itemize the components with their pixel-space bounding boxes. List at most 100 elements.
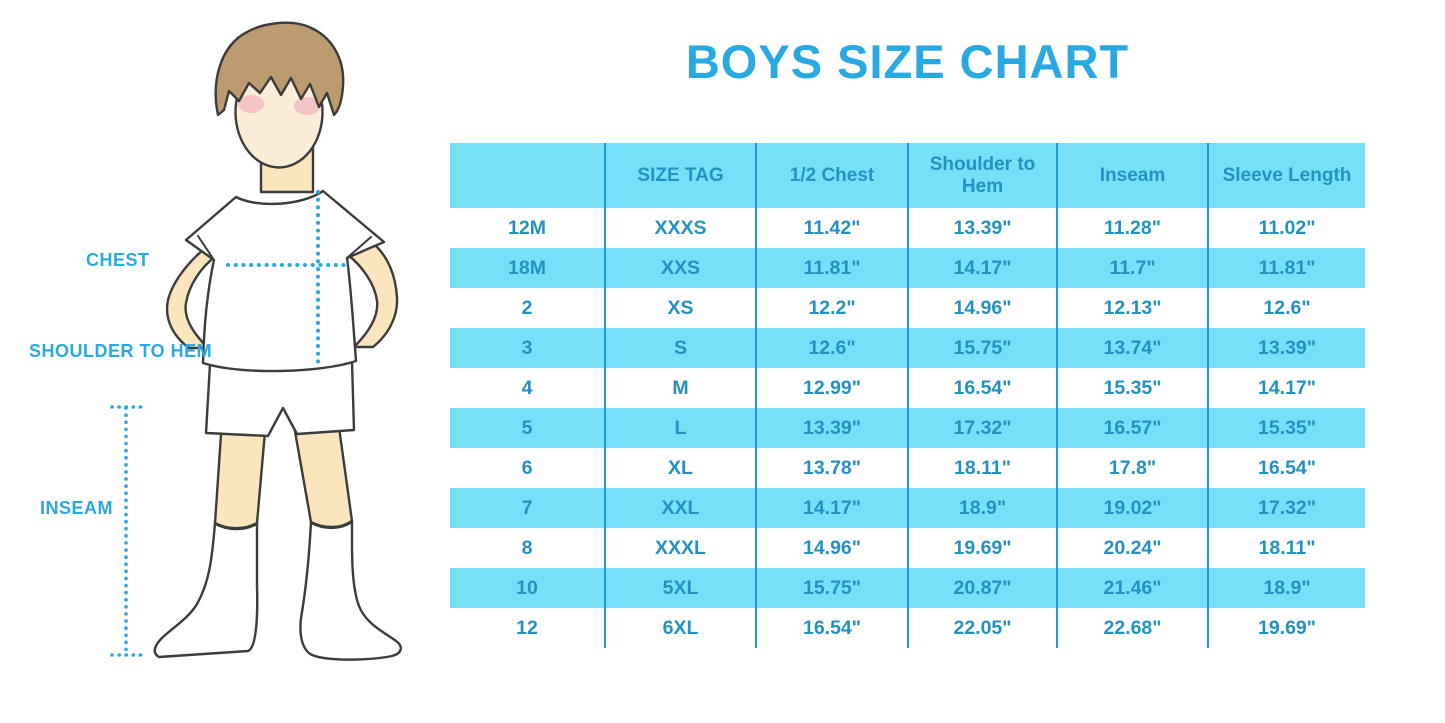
header-cell-half-chest: 1/2 Chest — [755, 143, 907, 208]
table-cell: L — [604, 408, 755, 448]
table-row: 6 XL 13.78" 18.11" 17.8" 16.54" — [450, 448, 1365, 488]
boy-illustration — [110, 21, 402, 661]
table-cell: 21.46" — [1056, 568, 1207, 608]
table-cell: M — [604, 368, 755, 408]
table-cell: XXXL — [604, 528, 755, 568]
age-size-cell: 18M — [450, 248, 604, 288]
table-cell: 18.11" — [1207, 528, 1365, 568]
table-header-row: SIZE TAG 1/2 Chest Shoulder to Hem Insea… — [450, 143, 1365, 208]
chest-label: CHEST — [86, 250, 150, 270]
boy-sock-left — [153, 521, 259, 659]
table-row: 3 S 12.6" 15.75" 13.74" 13.39" — [450, 328, 1365, 368]
age-size-cell: 12M — [508, 216, 546, 239]
boy-sleeve-seam-left — [197, 235, 215, 261]
table-cell: 16.54" — [755, 608, 907, 648]
header-cell-size-tag: SIZE TAG — [604, 143, 755, 208]
table-cell: 15.35" — [1207, 408, 1365, 448]
table-row: 12M XXXS 11.42" 13.39" 11.28" 11.02" — [450, 208, 1365, 248]
table-row: 7 XXL 14.17" 18.9" 19.02" 17.32" — [450, 488, 1365, 528]
age-size-cell: 4 — [521, 376, 533, 399]
table-cell: XXL — [604, 488, 755, 528]
table-cell: 14.96" — [907, 288, 1056, 328]
table-cell: 13.39" — [755, 408, 907, 448]
boy-sleeve-seam-right — [346, 236, 372, 259]
page-title: BOYS SIZE CHART — [685, 35, 1130, 88]
boy-sock-cuff-left — [214, 523, 258, 531]
table-cell: 5XL — [604, 568, 755, 608]
table-cell: 18.9" — [907, 488, 1056, 528]
table-cell: 19.69" — [1207, 608, 1365, 648]
table-cell: 11.7" — [1056, 248, 1207, 288]
table-cell: 11.81" — [1207, 248, 1365, 288]
header-cell-shoulder-to-hem: Shoulder to Hem — [907, 143, 1056, 208]
table-cell: 14.17" — [907, 248, 1056, 288]
size-table: SIZE TAG 1/2 Chest Shoulder to Hem Insea… — [450, 143, 1365, 648]
table-row: 18M XXS 11.81" 14.17" 11.7" 11.81" — [450, 248, 1365, 288]
boy-sock-right — [299, 519, 402, 661]
table-cell: 13.78" — [755, 448, 907, 488]
table-cell: 13.39" — [907, 208, 1056, 248]
age-size-cell: 6 — [521, 456, 533, 479]
inseam-label: INSEAM — [40, 498, 114, 518]
table-cell: XXS — [604, 248, 755, 288]
boy-arm-right — [346, 239, 399, 349]
table-cell: 12.99" — [755, 368, 907, 408]
table-cell: 12.6" — [755, 328, 907, 368]
table-cell: 11.28" — [1056, 208, 1207, 248]
table-cell: XXXS — [604, 208, 755, 248]
boy-cheek-right — [294, 97, 320, 115]
boy-cheek-left — [238, 95, 264, 113]
table-cell: 14.17" — [1207, 368, 1365, 408]
size-table-body: 12M XXXS 11.42" 13.39" 11.28" 11.02" 18M XXS 11.… — [450, 208, 1365, 648]
table-cell: 17.32" — [907, 408, 1056, 448]
age-size-cell: 10 — [450, 568, 604, 608]
table-cell: 15.35" — [1056, 368, 1207, 408]
table-row: 12 6XL 16.54" 22.05" 22.68" 19.69" — [450, 608, 1365, 648]
table-cell: 12.6" — [1207, 288, 1365, 328]
table-cell: 16.57" — [1056, 408, 1207, 448]
table-cell: 12.2" — [755, 288, 907, 328]
table-row: 2 XS 12.2" 14.96" 12.13" 12.6" — [450, 288, 1365, 328]
header-cell-sleeve-length: Sleeve Length — [1207, 143, 1365, 208]
table-cell: 16.54" — [1207, 448, 1365, 488]
table-cell: 17.32" — [1207, 488, 1365, 528]
table-cell: 18.11" — [907, 448, 1056, 488]
table-cell: 14.96" — [755, 528, 907, 568]
boy-leg-right — [291, 418, 354, 529]
table-cell: 14.17" — [755, 488, 907, 528]
table-row: 5 L 13.39" 17.32" 16.57" 15.35" — [450, 408, 1365, 448]
table-row: 4 M 12.99" 16.54" 15.35" 14.17" — [450, 368, 1365, 408]
age-size-cell: 8 — [521, 536, 533, 559]
table-cell: 6XL — [604, 608, 755, 648]
boy-hair — [214, 21, 345, 117]
table-cell: 20.24" — [1056, 528, 1207, 568]
table-cell: 16.54" — [907, 368, 1056, 408]
table-cell: 19.02" — [1056, 488, 1207, 528]
table-cell: 11.02" — [1207, 208, 1365, 248]
table-cell: 18.9" — [1207, 568, 1365, 608]
table-cell: 17.8" — [1056, 448, 1207, 488]
boy-collar-line — [235, 190, 324, 205]
age-size-cell: 2 — [521, 296, 533, 319]
age-size-cell: 12 — [516, 616, 538, 639]
table-cell: 13.39" — [1207, 328, 1365, 368]
header-cell-age — [450, 143, 604, 208]
age-size-cell: 3 — [450, 328, 604, 368]
shoulder-to-hem-label: SHOULDER TO HEM — [29, 341, 213, 361]
boy-arm-left — [165, 241, 218, 350]
age-size-cell: 7 — [450, 488, 604, 528]
table-row: 8 XXXL 14.96" 19.69" 20.24" 18.11" — [450, 528, 1365, 568]
table-cell: 20.87" — [907, 568, 1056, 608]
table-cell: 12.13" — [1056, 288, 1207, 328]
table-cell: 22.05" — [907, 608, 1056, 648]
table-cell: 13.74" — [1056, 328, 1207, 368]
table-cell: XS — [604, 288, 755, 328]
table-cell: 15.75" — [907, 328, 1056, 368]
table-cell: 11.42" — [755, 208, 907, 248]
table-cell: S — [604, 328, 755, 368]
boy-sock-cuff-right — [310, 521, 353, 530]
boy-shorts — [204, 360, 356, 438]
table-cell: 11.81" — [755, 248, 907, 288]
age-size-cell: 5 — [450, 408, 604, 448]
